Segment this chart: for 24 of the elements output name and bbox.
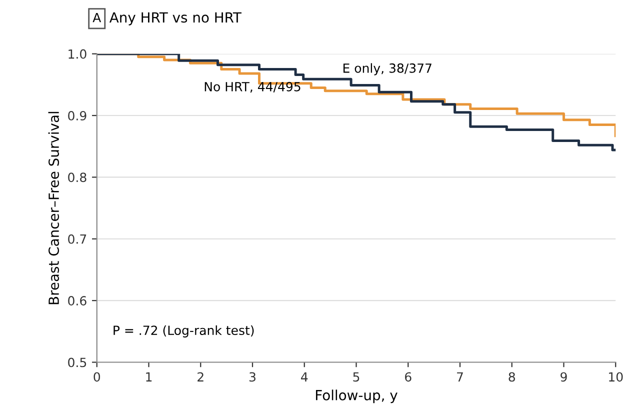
x-tick-label: 7 bbox=[457, 372, 463, 382]
y-tick-label: 0.7 bbox=[68, 234, 86, 244]
series-label: No HRT, 44/495 bbox=[204, 82, 300, 93]
y-tick-label: 1.0 bbox=[68, 49, 86, 59]
annotation: P = .72 (Log-rank test) bbox=[114, 325, 254, 338]
x-tick-label: 1 bbox=[146, 372, 152, 382]
y-tick-label: 0.5 bbox=[68, 358, 86, 368]
text: A bbox=[92, 12, 102, 22]
x-tick-label: 2 bbox=[198, 372, 204, 382]
x-tick-label: 9 bbox=[560, 372, 567, 382]
y-tick-label: 0.6 bbox=[68, 296, 86, 306]
x-axis-title: Follow-up, y bbox=[316, 390, 398, 404]
x-tick-label: 10 bbox=[609, 372, 623, 382]
x-tick-label: 3 bbox=[249, 372, 256, 382]
x-tick-label: 6 bbox=[405, 372, 412, 382]
x-tick-label: 4 bbox=[301, 372, 308, 382]
y-tick-label: 0.9 bbox=[68, 110, 86, 120]
series-label: E only, 38/377 bbox=[343, 63, 432, 76]
x-tick-label: 5 bbox=[353, 372, 360, 382]
x-tick-label: 0 bbox=[94, 372, 100, 382]
x-tick-label: 8 bbox=[508, 372, 515, 382]
chart-title: Any HRT vs no HRT bbox=[109, 12, 242, 26]
y-axis-title: Breast Cancer–Free Survival bbox=[48, 112, 60, 304]
y-tick-label: 0.8 bbox=[68, 172, 86, 182]
